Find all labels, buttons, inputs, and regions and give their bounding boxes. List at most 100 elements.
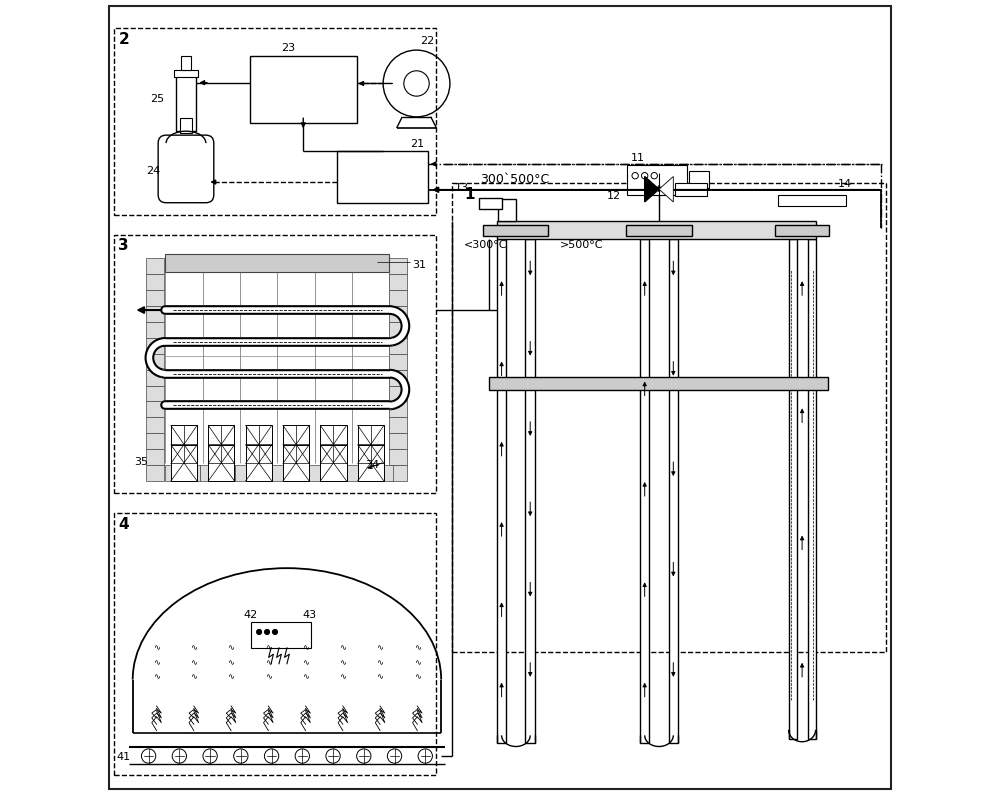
Text: ∿: ∿ [339,658,346,667]
Bar [283,425,309,463]
Text: ∿: ∿ [265,673,272,681]
Bar [146,274,164,290]
Text: ∿: ∿ [228,673,235,681]
Bar [525,238,535,743]
Bar [389,290,407,306]
Bar [497,238,506,743]
Bar [320,444,347,481]
Bar [479,198,502,209]
Text: ∿: ∿ [377,644,384,653]
Bar [171,444,197,481]
Bar [389,386,407,401]
Bar [250,56,357,123]
Bar [389,401,407,417]
Text: 13: 13 [455,183,469,193]
Text: 12: 12 [607,191,621,201]
Bar [323,465,340,481]
Text: 4: 4 [118,517,129,532]
Bar [114,513,436,775]
Text: <300°C: <300°C [464,240,508,250]
Bar [808,238,816,739]
Bar [171,425,197,463]
Bar [640,238,649,743]
Bar [375,465,393,481]
Text: >500°C: >500°C [560,240,603,250]
Bar [389,417,407,433]
Text: ∿: ∿ [228,658,235,667]
Text: 1: 1 [464,187,475,202]
Bar [114,235,436,493]
Bar [497,221,816,238]
Text: ∿: ∿ [228,644,235,653]
Bar [389,449,407,465]
Bar [778,195,846,206]
Bar [320,425,347,463]
Text: ∿: ∿ [153,644,160,653]
Circle shape [265,630,269,634]
Bar [358,465,375,481]
Bar [146,401,164,417]
Text: ∿: ∿ [265,658,272,667]
Bar [146,417,164,433]
Bar [146,338,164,354]
Text: 35: 35 [134,457,148,467]
Text: 42: 42 [243,610,257,620]
Bar [483,225,548,236]
Bar [246,425,272,463]
Text: 11: 11 [631,153,645,163]
Text: 34: 34 [365,460,379,470]
Bar [789,238,797,739]
Bar [146,433,164,449]
Bar [235,465,253,481]
Text: 43: 43 [303,610,317,620]
Bar [337,151,428,203]
Text: 2: 2 [118,32,129,47]
Text: 24: 24 [146,166,160,176]
Bar [283,444,309,481]
Bar [181,56,191,70]
Bar [452,183,886,652]
Bar [340,465,358,481]
Bar [174,70,198,77]
Bar [305,465,323,481]
Bar [389,338,407,354]
Bar [146,449,164,465]
Bar [183,465,200,481]
Bar [208,444,234,481]
Bar [200,465,218,481]
Bar [288,465,305,481]
Bar [146,290,164,306]
Text: 300`500°C: 300`500°C [480,173,549,186]
Circle shape [273,630,277,634]
Circle shape [257,630,262,634]
Text: ∿: ∿ [414,673,421,681]
Bar [165,465,183,481]
Bar [146,306,164,322]
Text: 23: 23 [281,43,296,53]
Text: ∿: ∿ [377,658,384,667]
Bar [270,465,288,481]
Bar [669,238,678,743]
Bar [176,76,196,131]
Bar [146,465,164,481]
Text: 31: 31 [413,260,427,270]
Bar [146,322,164,338]
Bar [114,28,436,215]
Text: 14: 14 [838,179,852,189]
Text: ∿: ∿ [302,658,309,667]
Polygon shape [659,176,673,202]
Text: 41: 41 [117,752,131,762]
Bar [253,465,270,481]
Text: ∿: ∿ [190,644,197,653]
Bar [389,433,407,449]
Text: ∿: ∿ [265,644,272,653]
Bar [389,258,407,274]
Text: ∿: ∿ [339,644,346,653]
Bar [389,306,407,322]
Text: ∿: ∿ [190,673,197,681]
Bar [675,183,707,196]
Bar [775,225,829,236]
Text: ∿: ∿ [377,673,384,681]
Bar [389,322,407,338]
Text: ∿: ∿ [153,658,160,667]
